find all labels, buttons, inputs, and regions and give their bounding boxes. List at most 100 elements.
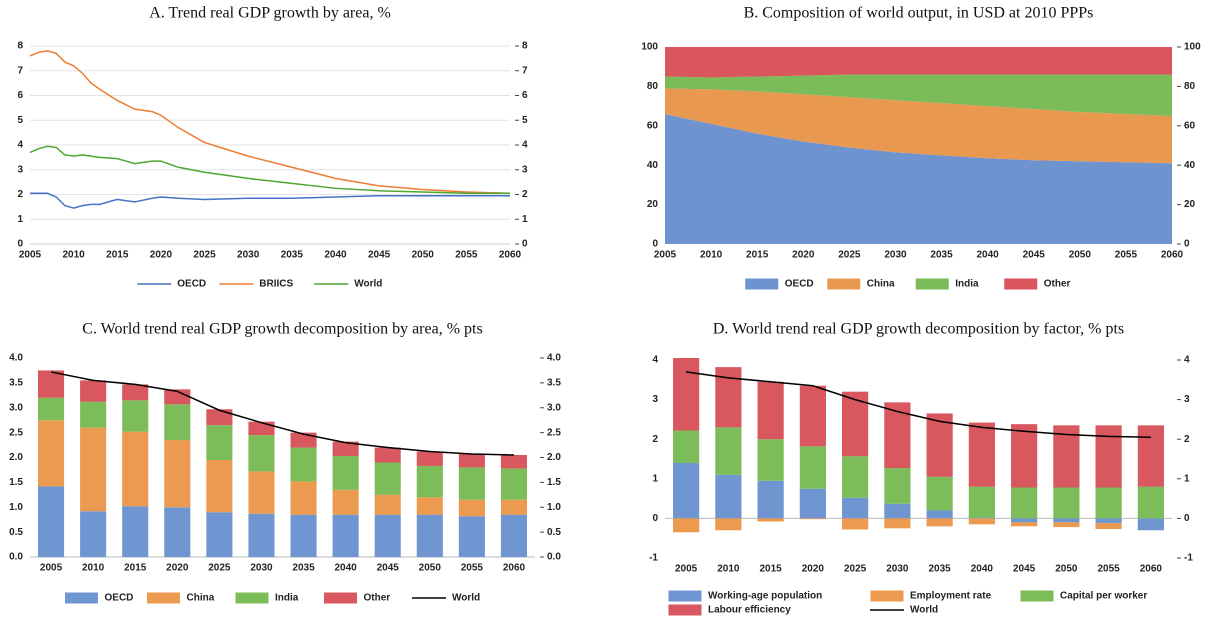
x-tick-label: 2055 xyxy=(1098,564,1121,575)
bar xyxy=(248,435,275,472)
y-tick-label: 4.0 xyxy=(9,353,23,364)
x-tick-label: 2040 xyxy=(977,250,1000,261)
y2-tick-label: 1 xyxy=(522,214,528,225)
bar xyxy=(926,476,953,511)
x-tick-label: 2035 xyxy=(281,250,304,261)
x-tick-label: 2030 xyxy=(250,563,273,574)
bar xyxy=(500,514,528,557)
bar xyxy=(37,370,65,398)
bar xyxy=(416,465,443,498)
legend-label: Other xyxy=(1044,279,1071,290)
legend-swatch xyxy=(826,277,862,291)
legend-label: Labour efficiency xyxy=(708,605,791,616)
legend-label: OECD xyxy=(177,279,206,290)
chart-title: C. World trend real GDP growth decomposi… xyxy=(82,321,482,338)
y-tick-label: 1 xyxy=(17,214,23,225)
y-tick-label: 2 xyxy=(17,189,23,200)
bar xyxy=(799,385,826,447)
bar xyxy=(799,446,826,489)
bar xyxy=(715,518,742,531)
legend-label: India xyxy=(275,593,299,604)
y-tick-label: 6 xyxy=(17,90,23,101)
y2-tick-label: 0 xyxy=(1184,513,1190,524)
bar xyxy=(374,514,401,557)
x-tick-label: 2030 xyxy=(886,564,909,575)
bar xyxy=(926,413,953,477)
legend-swatch xyxy=(869,589,905,603)
x-tick-label: 2005 xyxy=(654,250,677,261)
y-tick-label: 1.0 xyxy=(9,502,23,513)
y2-tick-label: 4 xyxy=(522,140,528,151)
x-tick-label: 2050 xyxy=(1055,564,1078,575)
y2-tick-label: 2 xyxy=(1184,434,1190,445)
legend: OECD China India Other World xyxy=(64,591,480,605)
bar xyxy=(416,514,443,557)
legend: Working-age population Employment rate Cap… xyxy=(667,589,1147,617)
x-tick-label: 2025 xyxy=(838,250,861,261)
y-tick-label: 2 xyxy=(652,434,658,445)
panel: D. World trend real GDP growth decomposi… xyxy=(649,321,1193,617)
legend-label: Employment rate xyxy=(910,591,992,602)
x-tick-label: 2025 xyxy=(193,250,216,261)
bar xyxy=(968,486,995,518)
y2-tick-label: 80 xyxy=(1184,81,1196,92)
legend-swatch xyxy=(323,591,358,605)
bar xyxy=(673,430,700,463)
y2-tick-label: 60 xyxy=(1184,120,1196,131)
bar xyxy=(458,499,485,517)
bar xyxy=(1137,425,1164,487)
bar xyxy=(206,512,233,557)
x-tick-label: 2045 xyxy=(1023,250,1046,261)
x-tick-label: 2010 xyxy=(717,564,740,575)
y-tick-label: 0 xyxy=(17,239,23,250)
bar xyxy=(206,459,233,513)
bar xyxy=(374,494,401,515)
legend-label: Other xyxy=(364,593,391,604)
x-tick-label: 2045 xyxy=(377,563,400,574)
y2-tick-label: 100 xyxy=(1184,42,1201,53)
bar xyxy=(757,518,784,522)
bar xyxy=(458,467,485,500)
bar xyxy=(884,518,911,529)
bar xyxy=(164,389,191,405)
x-tick-label: 2045 xyxy=(1013,564,1036,575)
y-tick-label: 3 xyxy=(17,164,23,175)
y2-tick-label: -1 xyxy=(1184,553,1193,564)
bar xyxy=(926,518,953,527)
y2-tick-label: 8 xyxy=(522,41,528,52)
legend-label: World xyxy=(452,593,480,604)
y-tick-label: 60 xyxy=(647,120,659,131)
y-tick-label: 0.5 xyxy=(9,527,23,538)
x-tick-label: 2050 xyxy=(412,250,435,261)
bar xyxy=(80,427,107,512)
y2-tick-label: 3.5 xyxy=(547,378,561,389)
bar xyxy=(715,474,742,519)
bar xyxy=(1095,487,1122,519)
x-tick-label: 2050 xyxy=(1069,250,1092,261)
bar xyxy=(673,462,700,519)
bar xyxy=(757,439,784,481)
line xyxy=(686,371,1151,438)
bar xyxy=(1095,518,1122,524)
x-tick-label: 2040 xyxy=(971,564,994,575)
bar xyxy=(1137,518,1164,531)
bar xyxy=(80,380,107,402)
bar xyxy=(926,510,953,519)
chart-title: D. World trend real GDP growth decomposi… xyxy=(713,321,1124,338)
bar xyxy=(80,511,107,557)
y2-tick-label: 5 xyxy=(522,115,528,126)
y2-tick-label: 0 xyxy=(522,239,528,250)
y-tick-label: 40 xyxy=(647,160,659,171)
bar xyxy=(248,513,275,557)
bar xyxy=(1137,486,1164,519)
bar xyxy=(842,497,869,519)
y2-tick-label: 2.0 xyxy=(547,452,561,463)
line xyxy=(30,192,510,209)
y-tick-label: 0 xyxy=(652,239,658,250)
x-tick-label: 2035 xyxy=(292,563,315,574)
y2-tick-label: 1.0 xyxy=(547,502,561,513)
y-tick-label: 2.0 xyxy=(9,452,23,463)
legend-label: OECD xyxy=(105,593,134,604)
line xyxy=(29,145,510,195)
